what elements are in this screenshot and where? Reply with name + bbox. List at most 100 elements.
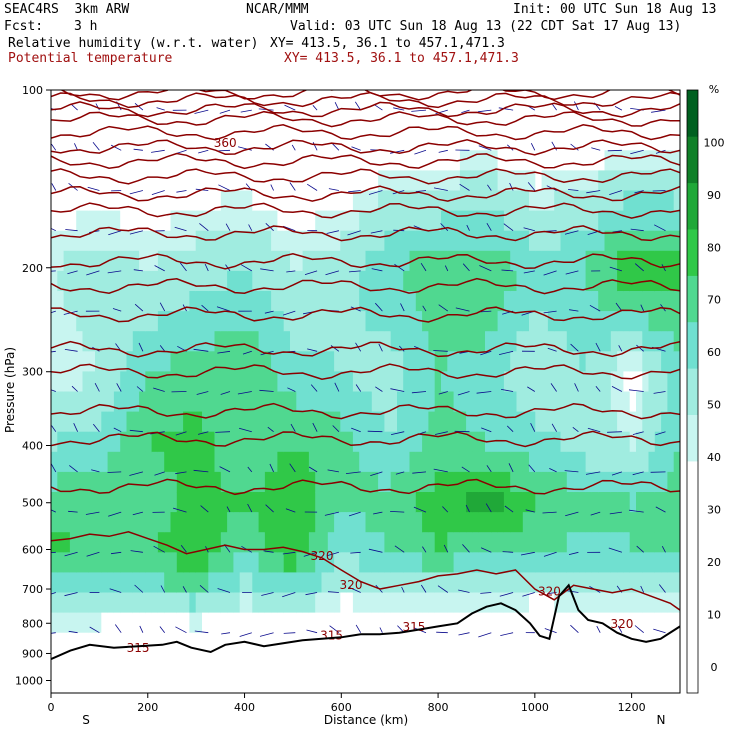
rh-cell xyxy=(441,592,448,614)
rh-cell xyxy=(434,672,442,693)
wind-vector xyxy=(283,225,296,232)
wind-vector xyxy=(89,626,100,634)
rh-cell xyxy=(252,512,260,533)
rh-cell xyxy=(76,612,84,634)
rh-cell xyxy=(151,451,159,473)
rh-cell xyxy=(415,130,423,151)
rh-cell xyxy=(334,572,341,594)
rh-cell xyxy=(145,331,153,352)
rh-cell xyxy=(535,552,543,573)
rh-cell xyxy=(321,532,329,553)
rh-cell xyxy=(321,451,329,473)
rh-cell xyxy=(340,331,348,352)
rh-cell xyxy=(76,331,84,352)
rh-cell xyxy=(88,210,96,232)
rh-cell xyxy=(120,612,128,634)
rh-cell xyxy=(113,492,121,513)
rh-cell xyxy=(170,612,178,634)
rh-cell xyxy=(560,592,568,614)
rh-cell xyxy=(252,572,260,594)
rh-cell xyxy=(302,592,310,614)
rh-cell xyxy=(378,572,385,594)
rh-cell xyxy=(76,492,84,513)
rh-cell xyxy=(378,331,385,352)
rh-cell xyxy=(132,291,140,312)
rh-cell xyxy=(485,512,492,533)
rh-cell xyxy=(447,451,455,473)
rh-cell xyxy=(271,471,278,493)
rh-cell xyxy=(491,391,499,413)
rh-cell xyxy=(164,572,172,594)
rh-cell xyxy=(566,532,574,553)
wind-vector xyxy=(306,183,318,191)
rh-cell xyxy=(667,150,675,171)
rh-cell xyxy=(491,311,499,332)
rh-cell xyxy=(472,512,480,533)
rh-cell xyxy=(258,512,266,533)
rh-cell xyxy=(623,612,631,634)
y-tick-label: 600 xyxy=(22,543,43,556)
rh-cell xyxy=(384,170,392,192)
wind-vector xyxy=(457,391,470,396)
rh-cell xyxy=(132,431,140,453)
rh-cell xyxy=(573,371,580,393)
rh-cell xyxy=(447,110,455,131)
rh-cell xyxy=(591,210,599,232)
rh-cell xyxy=(277,451,285,473)
rh-cell xyxy=(403,632,411,654)
rh-cell xyxy=(466,471,473,493)
rh-cell xyxy=(82,150,90,171)
rh-cell xyxy=(208,331,216,352)
wind-vector xyxy=(574,101,579,111)
rh-cell xyxy=(189,311,197,332)
rh-cell xyxy=(585,652,593,674)
rh-cell xyxy=(57,311,65,332)
rh-cell xyxy=(88,672,96,693)
rh-cell xyxy=(485,632,492,654)
rh-cell xyxy=(151,471,159,493)
rh-cell xyxy=(107,572,115,594)
rh-cell xyxy=(170,572,178,594)
rh-cell xyxy=(315,592,323,614)
rh-cell xyxy=(554,672,562,693)
rh-cell xyxy=(610,451,618,473)
wind-vector xyxy=(134,303,144,312)
rh-cell xyxy=(434,230,442,252)
rh-cell xyxy=(642,411,650,433)
rh-cell xyxy=(554,411,562,433)
rh-cell xyxy=(233,592,241,614)
rh-cell xyxy=(195,471,203,493)
rh-cell xyxy=(277,391,285,413)
rh-cell xyxy=(491,170,499,192)
wind-vector xyxy=(370,471,383,476)
rh-cell xyxy=(352,230,360,252)
rh-cell xyxy=(409,391,417,413)
rh-cell xyxy=(321,471,329,493)
rh-cell xyxy=(246,270,253,292)
rh-cell xyxy=(202,652,209,674)
wind-vector xyxy=(589,304,601,312)
rh-cell xyxy=(277,512,285,533)
rh-cell xyxy=(120,90,128,111)
rh-cell xyxy=(214,311,222,332)
rh-cell xyxy=(579,270,587,292)
rh-cell xyxy=(636,130,643,151)
rh-cell xyxy=(101,592,109,614)
rh-cell xyxy=(397,351,404,372)
rh-cell xyxy=(667,572,675,594)
rh-cell xyxy=(648,572,656,594)
rh-cell xyxy=(277,351,285,372)
rh-cell xyxy=(403,672,411,693)
rh-cell xyxy=(132,331,140,352)
rh-cell xyxy=(189,90,197,111)
rh-cell xyxy=(642,451,650,473)
rh-cell xyxy=(208,150,216,171)
rh-cell xyxy=(214,451,222,473)
rh-cell xyxy=(126,351,134,372)
rh-cell xyxy=(132,532,140,553)
wind-vector xyxy=(461,109,470,113)
rh-cell xyxy=(139,572,146,594)
rh-cell xyxy=(82,190,90,212)
rh-cell xyxy=(472,150,480,171)
